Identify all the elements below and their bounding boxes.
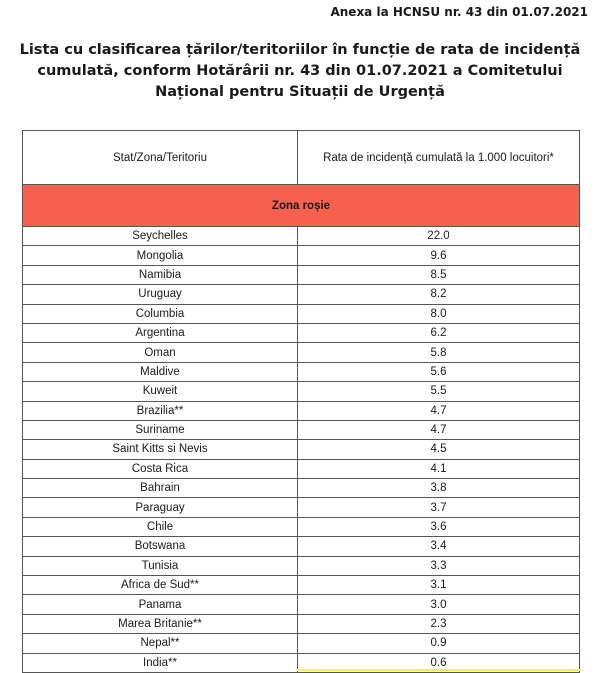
table-row: Costa Rica 4.1 [22,458,580,480]
rate-cell: 4.7 [297,400,580,421]
rate-cell: 6.2 [297,322,580,344]
classification-table: Stat/Zona/Teritoriu Rata de incidență cu… [22,130,580,673]
rate-cell: 4.7 [297,419,580,441]
rate-cell: 3.8 [297,478,580,499]
country-cell: Argentina [22,322,298,344]
country-cell: Brazilia** [22,400,298,421]
country-cell: Africa de Sud** [22,575,298,596]
country-cell: Kuweit [22,381,298,402]
rate-cell: 8.0 [297,303,580,324]
table-row: Marea Britanie** 2.3 [22,613,580,635]
country-cell: Costa Rica [22,458,298,480]
zone-label: Zona roșie [22,184,580,227]
annex-reference: Anexa la HCNSU nr. 43 din 01.07.2021 [330,5,588,19]
table-row: Bahrain 3.8 [22,478,580,499]
table-row: Oman 5.8 [22,342,580,363]
table-row: Suriname 4.7 [22,419,580,441]
country-cell: Maldive [22,361,298,383]
table-row: Brazilia** 4.7 [22,400,580,421]
table-row: Maldive 5.6 [22,361,580,383]
table-row: Seychelles 22.0 [22,225,580,247]
table-row: Argentina 6.2 [22,322,580,344]
rate-cell: 3.4 [297,536,580,557]
table-row: Mongolia 9.6 [22,245,580,266]
country-cell: Suriname [22,419,298,441]
rate-cell: 4.5 [297,439,580,460]
rate-cell: 8.5 [297,264,580,286]
rate-cell: 22.0 [297,225,580,247]
rate-cell: 3.1 [297,575,580,596]
table-row: Uruguay 8.2 [22,284,580,305]
title-line: Național pentru Situații de Urgență [155,84,445,100]
country-cell: Columbia [22,303,298,324]
table-row: Saint Kitts si Nevis 4.5 [22,439,580,460]
rate-cell: 2.3 [297,613,580,635]
table-row: Columbia 8.0 [22,303,580,324]
rate-cell: 5.5 [297,381,580,402]
country-cell: Botswana [22,536,298,557]
title-line: Lista cu clasificarea țărilor/teritoriil… [19,42,581,58]
table-row: Botswana 3.4 [22,536,580,557]
rate-cell: 4.1 [297,458,580,480]
rate-cell: 3.0 [297,594,580,615]
rate-cell: 0.9 [297,633,580,654]
country-cell: Mongolia [22,245,298,266]
column-header-rate: Rata de incidență cumulată la 1.000 locu… [297,130,580,185]
country-cell: Paraguay [22,497,298,518]
table-header-row: Stat/Zona/Teritoriu Rata de incidență cu… [22,130,580,185]
country-cell: Oman [22,342,298,363]
rate-cell: 5.8 [297,342,580,363]
table-row: Tunisia 3.3 [22,555,580,577]
country-cell: Nepal** [22,633,298,654]
next-zone-edge [297,669,580,671]
column-header-country: Stat/Zona/Teritoriu [22,130,298,185]
table-row: Chile 3.6 [22,516,580,538]
table-row: Paraguay 3.7 [22,497,580,518]
rate-cell: 5.6 [297,361,580,383]
table-row: Panama 3.0 [22,594,580,615]
rate-cell: 3.6 [297,516,580,538]
country-cell: Panama [22,594,298,615]
country-cell: Saint Kitts si Nevis [22,439,298,460]
table-row: Africa de Sud** 3.1 [22,575,580,596]
country-cell: Uruguay [22,284,298,305]
zone-red-row: Zona roșie [22,184,580,227]
country-cell: India** [22,652,298,673]
country-cell: Chile [22,516,298,538]
table-row: Nepal** 0.9 [22,633,580,654]
country-cell: Marea Britanie** [22,613,298,635]
title-line: cumulată, conform Hotărârii nr. 43 din 0… [37,63,563,79]
table-row: Kuweit 5.5 [22,381,580,402]
document-title: Lista cu clasificarea țărilor/teritoriil… [0,40,600,103]
country-cell: Namibia [22,264,298,286]
rate-cell: 9.6 [297,245,580,266]
country-cell: Seychelles [22,225,298,247]
rate-cell: 3.3 [297,555,580,577]
country-cell: Tunisia [22,555,298,577]
table-row: Namibia 8.5 [22,264,580,286]
rate-cell: 3.7 [297,497,580,518]
rate-cell: 8.2 [297,284,580,305]
country-cell: Bahrain [22,478,298,499]
